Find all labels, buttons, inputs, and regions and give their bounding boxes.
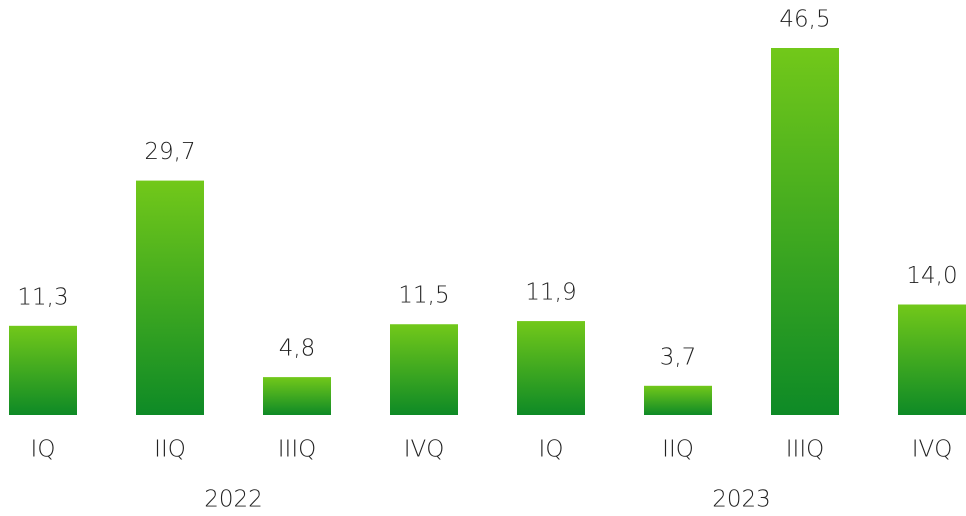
x-tick-label: IVQ — [912, 437, 953, 463]
bar — [9, 325, 77, 415]
bar — [263, 377, 331, 415]
value-label: 11,9 — [525, 280, 576, 306]
x-tick-label: IVQ — [404, 437, 445, 463]
bar — [390, 324, 458, 415]
x-tick-label: IIQ — [154, 437, 186, 463]
bar — [517, 321, 585, 415]
value-label: 14,0 — [906, 263, 957, 289]
x-tick-label: IIIQ — [786, 437, 824, 463]
x-tick-label: IQ — [539, 437, 564, 463]
bar — [771, 48, 839, 415]
value-label: 4,8 — [279, 336, 316, 362]
value-label: 46,5 — [779, 7, 830, 33]
group-label: 2022 — [204, 487, 263, 513]
x-tick-label: IIIQ — [278, 437, 316, 463]
group-label: 2023 — [712, 487, 771, 513]
bar — [898, 304, 966, 415]
value-label: 11,3 — [17, 284, 68, 310]
value-label: 3,7 — [660, 344, 697, 370]
value-label: 11,5 — [398, 283, 449, 309]
x-tick-label: IQ — [31, 437, 56, 463]
bar — [136, 180, 204, 415]
x-tick-label: IIQ — [662, 437, 694, 463]
bar — [644, 385, 712, 415]
value-label: 29,7 — [144, 139, 195, 165]
